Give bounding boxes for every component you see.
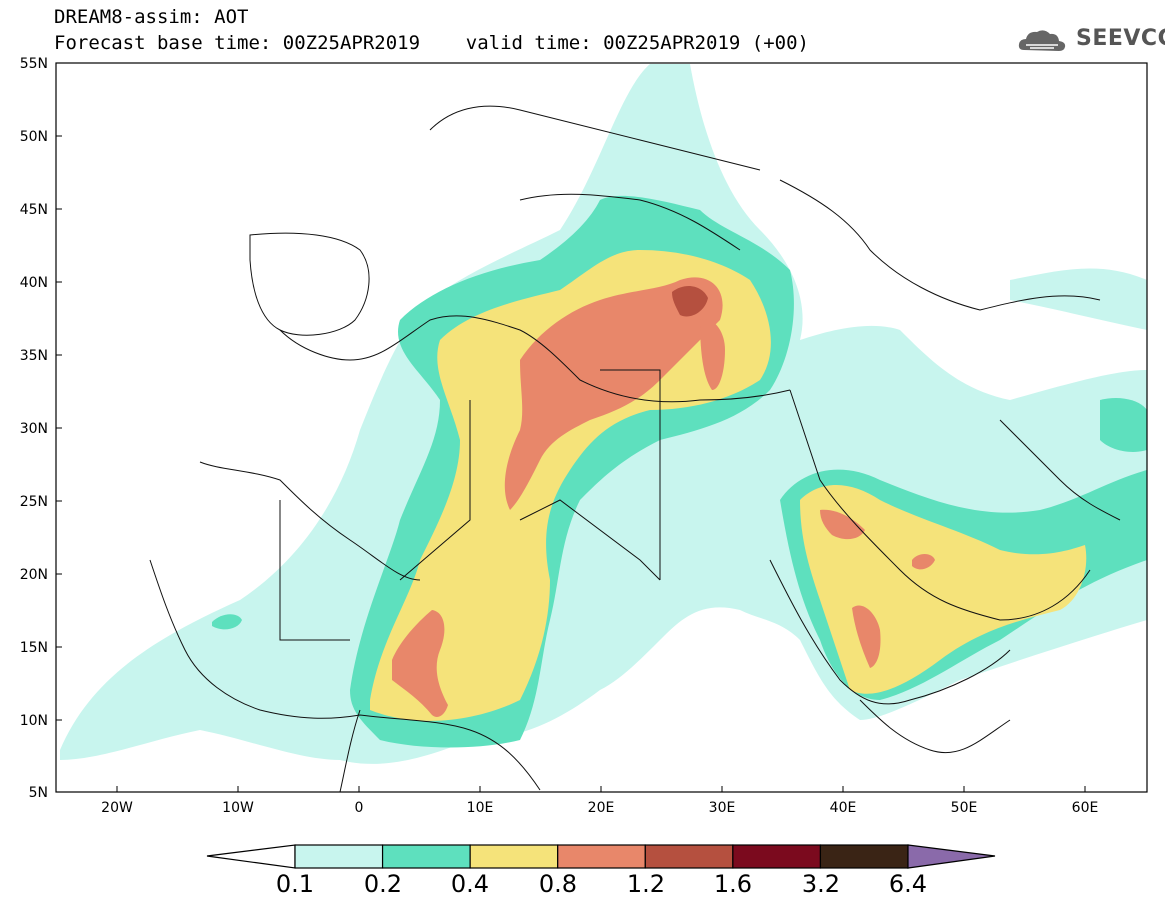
lon-label: 20W (101, 800, 133, 816)
lat-label: 50N (20, 129, 48, 145)
lat-label: 25N (20, 494, 48, 510)
lon-label: 40E (830, 800, 857, 816)
lat-label: 15N (20, 640, 48, 656)
colorbar-bin (644, 844, 734, 869)
lon-label: 0 (355, 800, 364, 816)
forecast-time-line: Forecast base time: 00Z25APR2019 valid t… (54, 32, 809, 54)
lon-label: 30E (709, 800, 736, 816)
grid-ticks (56, 135, 1086, 792)
cloud-icon (1018, 30, 1066, 51)
colorbar-bin (294, 844, 384, 869)
colorbar-label: 1.2 (627, 870, 665, 898)
colorbar-label: 3.2 (802, 870, 840, 898)
lon-label: 10W (222, 800, 254, 816)
colorbar-label: 1.6 (714, 870, 752, 898)
lon-label: 10E (467, 800, 494, 816)
lat-label: 5N (29, 785, 48, 801)
colorbar-bin (469, 844, 559, 869)
lat-label: 55N (20, 56, 48, 72)
aot-field-1.2 (672, 286, 708, 317)
lat-label: 40N (20, 275, 48, 291)
lat-label: 35N (20, 348, 48, 364)
colorbar-bin (557, 844, 646, 869)
colorbar-label: 0.8 (539, 870, 577, 898)
lon-axis: 20W 10W 0 10E 20E 30E 40E 50E 60E (101, 800, 1098, 816)
lon-label: 60E (1072, 800, 1099, 816)
colorbar-bin (819, 844, 909, 869)
lat-label: 10N (20, 713, 48, 729)
lat-axis: 55N 50N 45N 40N 35N 30N 25N 20N 15N 10N … (20, 56, 48, 801)
colorbar: 0.1 0.2 0.4 0.8 1.2 1.6 3.2 6.4 (206, 844, 996, 898)
logo-text: SEEVCCC (1076, 26, 1165, 51)
colorbar-right-arrow (907, 844, 996, 869)
map-frame (55, 62, 1148, 793)
lat-label: 45N (20, 202, 48, 218)
colorbar-left-arrow (206, 844, 296, 869)
colorbar-label: 0.2 (364, 870, 402, 898)
lon-label: 20E (588, 800, 615, 816)
lon-label: 50E (951, 800, 978, 816)
lat-label: 20N (20, 567, 48, 583)
colorbar-label: 0.4 (451, 870, 489, 898)
colorbar-bin (732, 844, 822, 869)
lat-label: 30N (20, 421, 48, 437)
colorbar-bin (381, 844, 471, 869)
colorbar-label: 0.1 (276, 870, 314, 898)
coastlines (149, 105, 1121, 792)
colorbar-label: 6.4 (889, 870, 927, 898)
map-title: DREAM8-assim: AOT (54, 6, 249, 28)
